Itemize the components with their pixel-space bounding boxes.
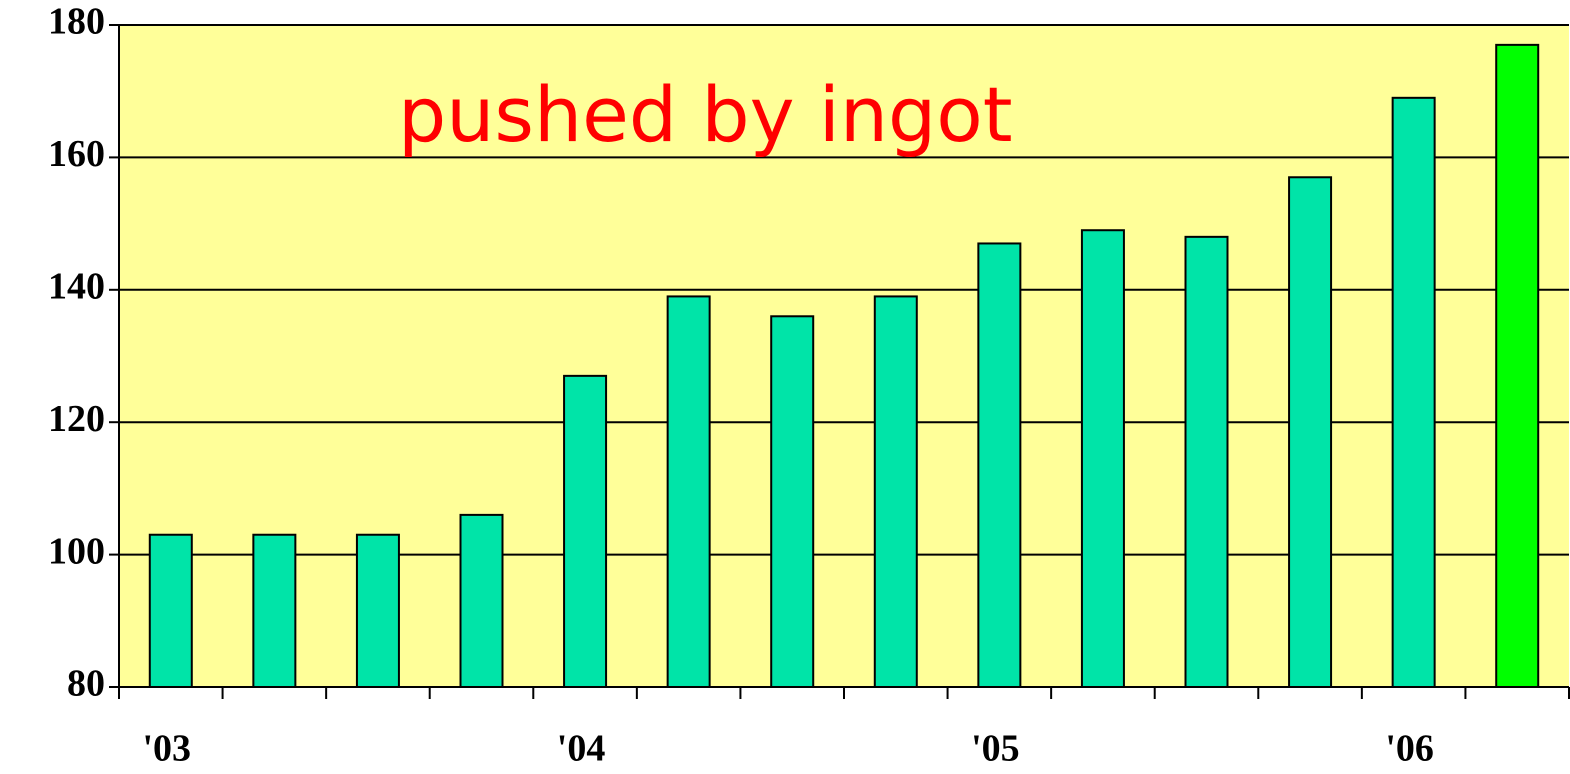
y-tick-label: 100 bbox=[48, 530, 105, 572]
x-tick-label: '05 bbox=[971, 728, 1020, 770]
bar bbox=[148, 533, 193, 688]
bar bbox=[873, 295, 918, 688]
annotation: pushed by ingot bbox=[398, 70, 1013, 159]
y-tick-label: 140 bbox=[48, 266, 105, 308]
bar bbox=[563, 374, 608, 688]
y-tick-label: 80 bbox=[67, 663, 105, 705]
bar bbox=[666, 295, 711, 688]
x-tick-label: '04 bbox=[557, 728, 606, 770]
bar bbox=[770, 315, 815, 688]
bar bbox=[977, 242, 1022, 689]
bar bbox=[252, 533, 297, 688]
bar bbox=[1391, 96, 1436, 688]
bar bbox=[355, 533, 400, 688]
y-tick-label: 160 bbox=[48, 133, 105, 175]
bar bbox=[1495, 43, 1540, 689]
x-tick-label: '03 bbox=[143, 728, 192, 770]
bar bbox=[1184, 235, 1229, 688]
x-tick-label: '06 bbox=[1385, 728, 1434, 770]
y-tick-label: 120 bbox=[48, 398, 105, 440]
bar bbox=[1288, 176, 1333, 688]
bar bbox=[1080, 229, 1125, 688]
y-tick-label: 180 bbox=[48, 1, 105, 43]
bar bbox=[459, 513, 504, 688]
